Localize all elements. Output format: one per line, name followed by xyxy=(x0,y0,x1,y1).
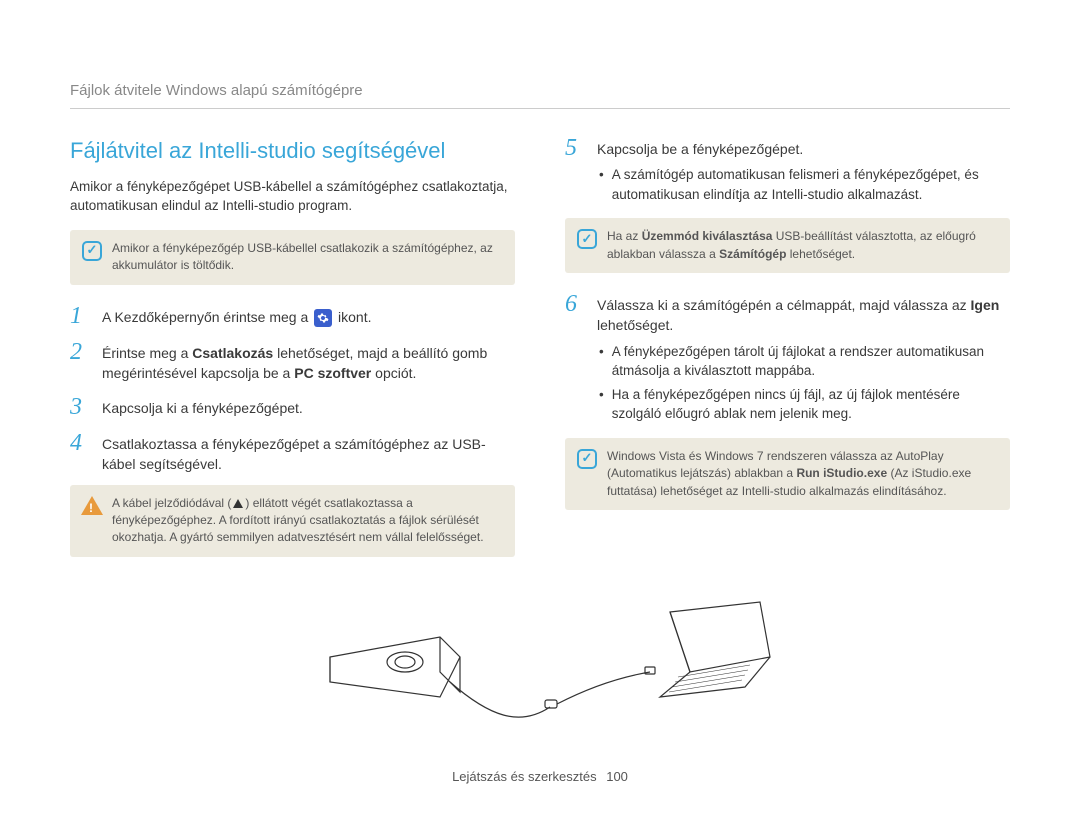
step-number: 1 xyxy=(70,303,90,329)
step-text: Érintse meg a Csatlakozás lehetőséget, m… xyxy=(102,339,515,384)
step-number: 4 xyxy=(70,430,90,475)
warning-icon xyxy=(82,497,102,515)
step-text: Válassza ki a számítógépén a célmappát, … xyxy=(597,291,1010,428)
info-icon: ✓ xyxy=(577,449,597,469)
step-text: Kapcsolja ki a fényképezőgépet. xyxy=(102,394,303,420)
left-column: Fájlátvitel az Intelli-studio segítségév… xyxy=(70,135,515,557)
step-5: 5 Kapcsolja be a fényképezőgépet. A szám… xyxy=(565,135,1010,208)
intro-text: Amikor a fényképezőgépet USB-kábellel a … xyxy=(70,177,515,216)
note-box-charging: ✓ Amikor a fényképezőgép USB-kábellel cs… xyxy=(70,230,515,285)
step-3: 3 Kapcsolja ki a fényképezőgépet. xyxy=(70,394,515,420)
note-box-usb-mode: ✓ Ha az Üzemmód kiválasztása USB-beállít… xyxy=(565,218,1010,273)
step-number: 5 xyxy=(565,135,585,208)
page-number: 100 xyxy=(606,769,628,784)
triangle-mark-icon xyxy=(233,499,243,508)
info-icon: ✓ xyxy=(577,229,597,249)
note-box-autoplay: ✓ Windows Vista és Windows 7 rendszeren … xyxy=(565,438,1010,510)
step-4: 4 Csatlakoztassa a fényképezőgépet a szá… xyxy=(70,430,515,475)
warning-text: A kábel jelződiódával () ellátott végét … xyxy=(112,495,501,547)
step-1: 1 A Kezdőképernyőn érintse meg a ikont. xyxy=(70,303,515,329)
note-text: Amikor a fényképezőgép USB-kábellel csat… xyxy=(112,240,501,275)
step-number: 2 xyxy=(70,339,90,384)
footer-section-label: Lejátszás és szerkesztés xyxy=(452,769,597,784)
step-2: 2 Érintse meg a Csatlakozás lehetőséget,… xyxy=(70,339,515,384)
sub-bullet: Ha a fényképezőgépen nincs új fájl, az ú… xyxy=(599,385,1010,424)
usb-connection-illustration xyxy=(70,587,1010,742)
breadcrumb: Fájlok átvitele Windows alapú számítógép… xyxy=(70,80,1010,109)
section-title: Fájlátvitel az Intelli-studio segítségév… xyxy=(70,135,515,167)
step-text: Kapcsolja be a fényképezőgépet. A számít… xyxy=(597,135,1010,208)
step-text: A Kezdőképernyőn érintse meg a ikont. xyxy=(102,303,372,329)
step-text: Csatlakoztassa a fényképezőgépet a számí… xyxy=(102,430,515,475)
note-text: Ha az Üzemmód kiválasztása USB-beállítás… xyxy=(607,228,996,263)
sub-bullet: A fényképezőgépen tárolt új fájlokat a r… xyxy=(599,342,1010,381)
note-text: Windows Vista és Windows 7 rendszeren vá… xyxy=(607,448,996,500)
step-number: 6 xyxy=(565,291,585,428)
warning-box-cable: A kábel jelződiódával () ellátott végét … xyxy=(70,485,515,557)
right-column: 5 Kapcsolja be a fényképezőgépet. A szám… xyxy=(565,135,1010,557)
info-icon: ✓ xyxy=(82,241,102,261)
sub-bullet: A számítógép automatikusan felismeri a f… xyxy=(599,165,1010,204)
step-6: 6 Válassza ki a számítógépén a célmappát… xyxy=(565,291,1010,428)
page-footer: Lejátszás és szerkesztés 100 xyxy=(0,768,1080,787)
settings-gear-icon xyxy=(314,309,332,327)
step-number: 3 xyxy=(70,394,90,420)
